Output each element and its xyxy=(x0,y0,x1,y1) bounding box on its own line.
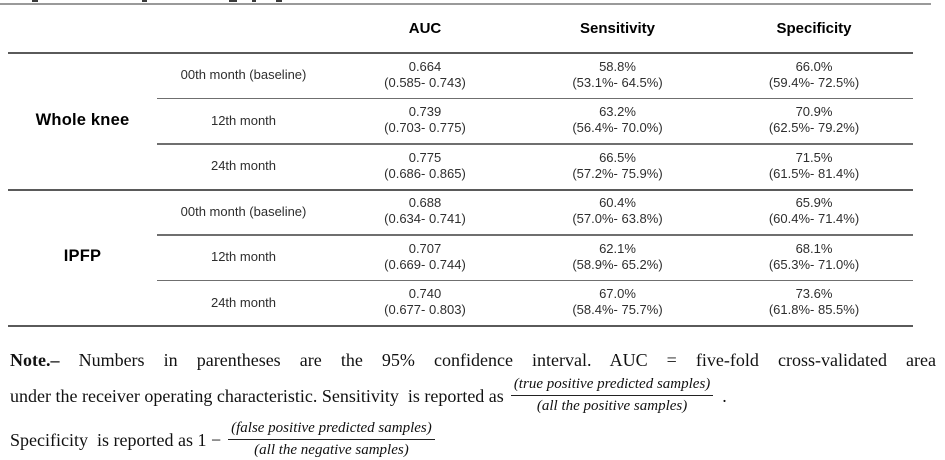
auc-value: 0.775 xyxy=(408,149,442,165)
note-line1-text: Numbers in parentheses are the 95% confi… xyxy=(59,350,936,370)
specificity-ci: (60.4%- 71.4%) xyxy=(768,211,860,227)
auc-value: 0.739 xyxy=(408,104,442,120)
specificity-ci: (62.5%- 79.2%) xyxy=(768,120,860,136)
cropped-text-mark xyxy=(276,0,282,2)
sensitivity-cell: 62.1% (58.9%- 65.2%) xyxy=(520,234,715,280)
bottom-rule xyxy=(8,325,913,327)
sensitivity-ci: (58.4%- 75.7%) xyxy=(572,302,663,318)
row-divider xyxy=(157,279,913,281)
specificity-ci: (59.4%- 72.5%) xyxy=(768,74,860,90)
auc-cell: 0.775 (0.686- 0.865) xyxy=(330,143,520,189)
note-lead: Note.– xyxy=(10,350,60,370)
cropped-text-mark xyxy=(252,0,256,2)
note-line-2: under the receiver operating characteris… xyxy=(10,375,936,416)
specificity-value: 66.0% xyxy=(795,58,833,74)
cropped-text-mark xyxy=(32,0,38,2)
sensitivity-value: 60.4% xyxy=(599,195,636,211)
sensitivity-ci: (53.1%- 64.5%) xyxy=(572,74,663,90)
note-line-3: Specificity is reported as 1 − (false po… xyxy=(10,419,936,460)
sensitivity-cell: 63.2% (56.4%- 70.0%) xyxy=(520,98,715,144)
specificity-value: 73.6% xyxy=(795,286,833,302)
section-rule xyxy=(8,188,913,191)
sensitivity-value: 66.5% xyxy=(599,149,636,165)
column-header-sensitivity: Sensitivity xyxy=(579,19,656,37)
auc-value: 0.664 xyxy=(408,58,442,74)
cropped-text-mark xyxy=(142,0,147,2)
timepoint-label: 24th month xyxy=(210,158,277,174)
results-table: AUC Sensitivity Specificity Whole knee I… xyxy=(8,4,913,328)
auc-value: 0.740 xyxy=(408,286,442,302)
note-line3-text: Specificity is reported as 1 − xyxy=(10,429,222,450)
fraction-numerator: (false positive predicted samples) xyxy=(228,419,435,440)
auc-cell: 0.664 (0.585- 0.743) xyxy=(330,52,520,98)
auc-cell: 0.739 (0.703- 0.775) xyxy=(330,98,520,144)
row-divider xyxy=(157,143,913,145)
specificity-ci: (61.5%- 81.4%) xyxy=(768,165,860,181)
specificity-value: 65.9% xyxy=(795,195,833,211)
specificity-fraction: (false positive predicted samples) (all … xyxy=(228,419,435,460)
auc-ci: (0.634- 0.741) xyxy=(384,211,466,227)
specificity-cell: 71.5% (61.5%- 81.4%) xyxy=(715,143,913,189)
auc-value: 0.688 xyxy=(408,195,442,211)
fraction-denominator: (all the positive samples) xyxy=(536,398,688,414)
note-line2-text: under the receiver operating characteris… xyxy=(10,385,504,406)
table-note: Note.– Numbers in parentheses are the 95… xyxy=(10,348,936,460)
auc-ci: (0.669- 0.744) xyxy=(384,256,466,272)
timepoint-label: 00th month (baseline) xyxy=(180,67,307,83)
sensitivity-ci: (57.0%- 63.8%) xyxy=(572,211,663,227)
sensitivity-fraction: (true positive predicted samples) (all t… xyxy=(510,375,714,416)
sensitivity-cell: 66.5% (57.2%- 75.9%) xyxy=(520,143,715,189)
top-rule xyxy=(0,3,931,5)
fraction-denominator: (all the negative samples) xyxy=(254,442,409,458)
specificity-value: 71.5% xyxy=(795,149,833,165)
specificity-value: 70.9% xyxy=(795,104,833,120)
auc-ci: (0.703- 0.775) xyxy=(384,120,466,136)
note-line-1: Note.– Numbers in parentheses are the 95… xyxy=(10,348,936,372)
auc-value: 0.707 xyxy=(408,240,442,256)
specificity-cell: 68.1% (65.3%- 71.0%) xyxy=(715,234,913,280)
column-header-auc: AUC xyxy=(408,19,442,37)
specificity-cell: 66.0% (59.4%- 72.5%) xyxy=(715,52,913,98)
timepoint-label: 12th month xyxy=(210,249,277,265)
column-header-specificity: Specificity xyxy=(776,19,852,37)
row-group-whole-knee: Whole knee xyxy=(35,110,130,129)
specificity-cell: 65.9% (60.4%- 71.4%) xyxy=(715,189,913,235)
header-rule xyxy=(8,52,913,54)
sensitivity-value: 58.8% xyxy=(599,58,636,74)
auc-ci: (0.585- 0.743) xyxy=(384,74,466,90)
auc-ci: (0.686- 0.865) xyxy=(384,165,466,181)
sensitivity-cell: 60.4% (57.0%- 63.8%) xyxy=(520,189,715,235)
row-divider xyxy=(157,234,913,236)
auc-cell: 0.740 (0.677- 0.803) xyxy=(330,280,520,326)
row-divider xyxy=(157,97,913,99)
timepoint-label: 00th month (baseline) xyxy=(180,203,307,219)
specificity-cell: 73.6% (61.8%- 85.5%) xyxy=(715,280,913,326)
cropped-text-mark xyxy=(229,0,237,2)
auc-cell: 0.688 (0.634- 0.741) xyxy=(330,189,520,235)
sensitivity-ci: (58.9%- 65.2%) xyxy=(572,256,663,272)
sensitivity-cell: 67.0% (58.4%- 75.7%) xyxy=(520,280,715,326)
sensitivity-ci: (56.4%- 70.0%) xyxy=(572,120,663,136)
timepoint-label: 12th month xyxy=(210,112,277,128)
sensitivity-cell: 58.8% (53.1%- 64.5%) xyxy=(520,52,715,98)
note-period: . xyxy=(722,385,727,406)
specificity-cell: 70.9% (62.5%- 79.2%) xyxy=(715,98,913,144)
results-table-grid: AUC Sensitivity Specificity Whole knee I… xyxy=(8,4,913,325)
specificity-ci: (61.8%- 85.5%) xyxy=(768,302,860,318)
row-group-ipfp: IPFP xyxy=(63,247,102,266)
sensitivity-value: 63.2% xyxy=(599,104,636,120)
specificity-value: 68.1% xyxy=(795,240,833,256)
timepoint-label: 24th month xyxy=(210,294,277,310)
auc-ci: (0.677- 0.803) xyxy=(384,302,466,318)
fraction-numerator: (true positive predicted samples) xyxy=(510,375,714,396)
specificity-ci: (65.3%- 71.0%) xyxy=(768,256,860,272)
sensitivity-value: 62.1% xyxy=(599,240,636,256)
auc-cell: 0.707 (0.669- 0.744) xyxy=(330,234,520,280)
sensitivity-ci: (57.2%- 75.9%) xyxy=(572,165,663,181)
sensitivity-value: 67.0% xyxy=(599,286,636,302)
